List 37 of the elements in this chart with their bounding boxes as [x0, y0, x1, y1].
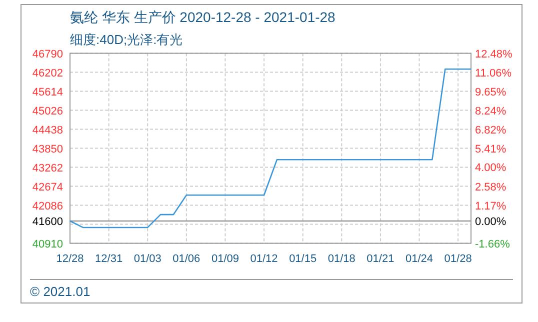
x-tick-label: 01/12: [250, 253, 278, 265]
y-tick-label: 40910: [32, 238, 63, 250]
y2-tick-label: -1.66%: [475, 238, 510, 250]
y-tick-label: 43262: [32, 162, 63, 174]
line-series: [69, 68, 472, 228]
text: © 2021.01: [30, 284, 90, 299]
x-tick-label: 01/15: [289, 253, 317, 265]
y2-tick-label: 4.00%: [475, 162, 506, 174]
ref-line-label: 41600: [32, 216, 63, 228]
y2-tick-label: 1.17%: [475, 200, 506, 212]
y2-tick-label: 8.24%: [475, 105, 506, 118]
y-tick-label: 45026: [32, 105, 63, 118]
x-tick-label: 01/18: [328, 253, 356, 265]
x-tick-label: 01/21: [366, 253, 394, 265]
x-tick-label: 01/24: [405, 253, 434, 265]
y2-tick-label: 9.65%: [475, 86, 506, 98]
x-tick-label: 12/31: [95, 253, 123, 265]
y-tick-label: 46202: [32, 67, 63, 80]
y-tick-label: 46790: [32, 48, 63, 60]
x-tick-label: 01/03: [134, 253, 162, 265]
y-tick-label: 42086: [32, 200, 63, 212]
y2-tick-label: 2.58%: [475, 181, 506, 194]
y2-tick-label: 6.82%: [475, 124, 506, 136]
y2-tick-label: 12.48%: [475, 48, 513, 60]
x-tick-label: 12/28: [56, 253, 84, 265]
x-tick-label: 01/28: [444, 253, 472, 265]
y2-tick-label: 5.41%: [475, 143, 506, 156]
y-tick-label: 43850: [32, 143, 63, 156]
x-tick-label: 01/06: [172, 253, 200, 265]
chart-subtitle: 细度:40D;光泽:有光: [70, 32, 183, 47]
y-tick-label: 42674: [32, 181, 63, 194]
y2-tick-label: 0.00%: [475, 216, 506, 228]
y2-tick-label: 11.06%: [475, 67, 512, 80]
chart-title: 氨纶 华东 生产价 2020-12-28 - 2021-01-28: [70, 9, 336, 25]
x-tick-label: 01/09: [211, 253, 239, 265]
y-tick-label: 44438: [32, 124, 63, 136]
y-tick-label: 45614: [32, 86, 63, 98]
